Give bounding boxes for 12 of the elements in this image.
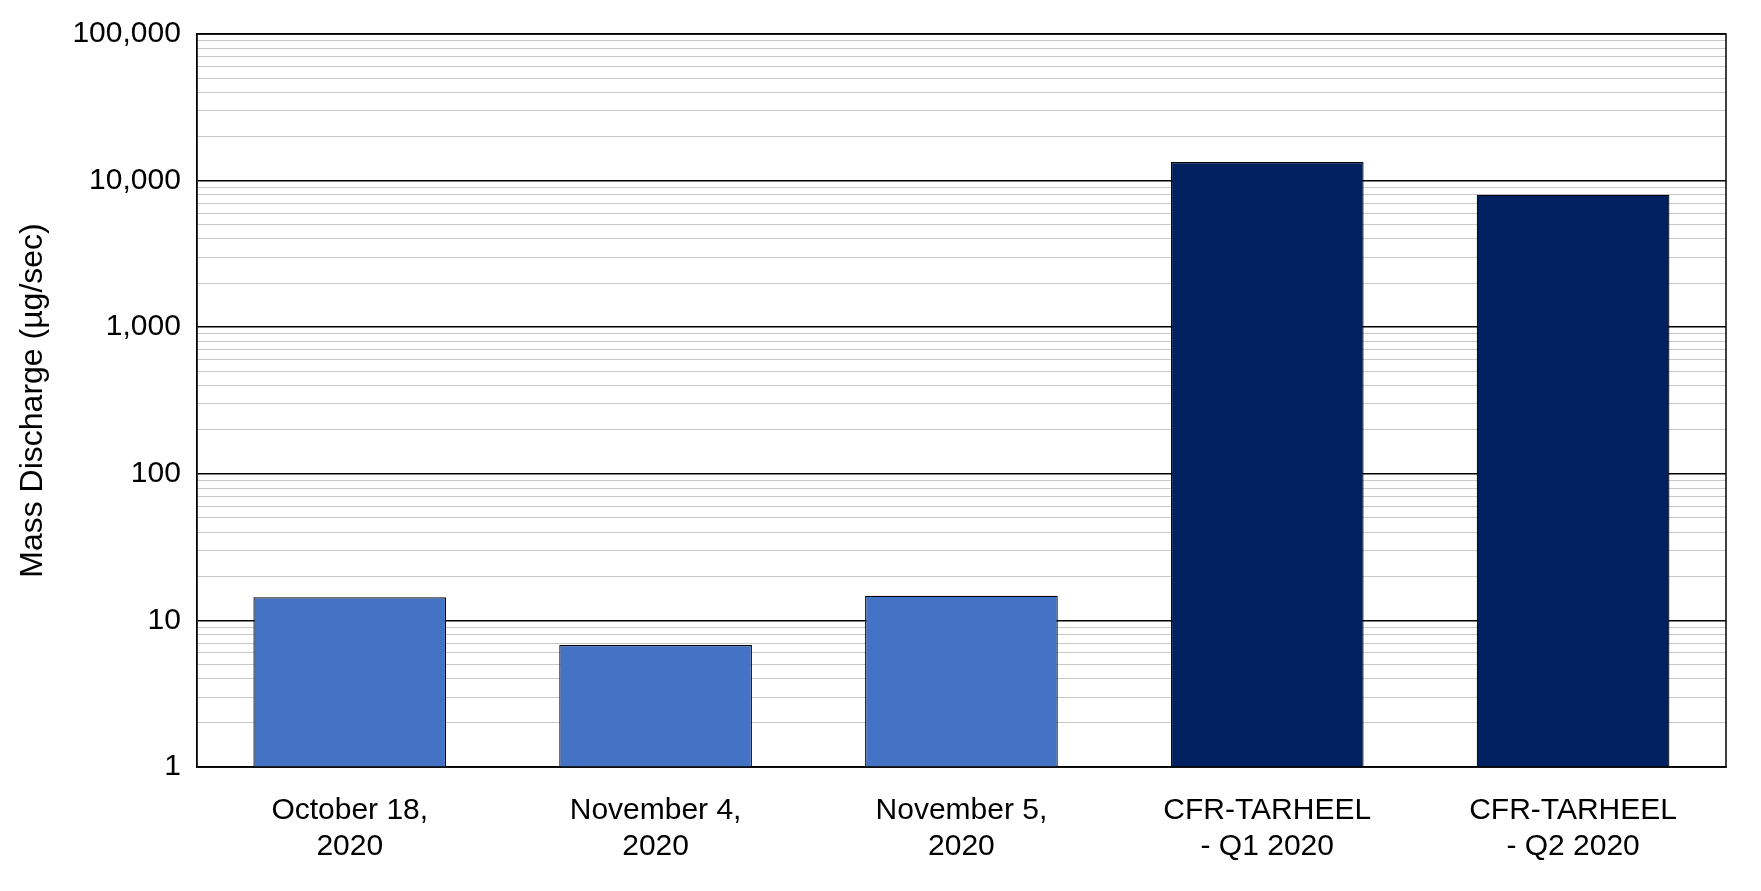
x-tick-label: November 5, 2020: [875, 792, 1048, 862]
y-axis-title: Mass Discharge (µg/sec): [13, 223, 50, 578]
y-tick-label: 1,000: [105, 308, 181, 342]
x-tick-label: October 18, 2020: [271, 792, 429, 862]
y-tick-label: 100,000: [72, 15, 181, 49]
x-tick-label: November 4, 2020: [569, 792, 742, 862]
y-tick-label: 1: [164, 748, 181, 782]
x-tick-label: CFR-TARHEEL - Q2 2020: [1469, 792, 1677, 862]
y-tick-label: 10: [147, 601, 181, 635]
x-tick-label: CFR-TARHEEL - Q1 2020: [1163, 792, 1372, 862]
y-tick-label: 100: [130, 455, 181, 489]
y-tick-label: 10,000: [89, 161, 181, 195]
